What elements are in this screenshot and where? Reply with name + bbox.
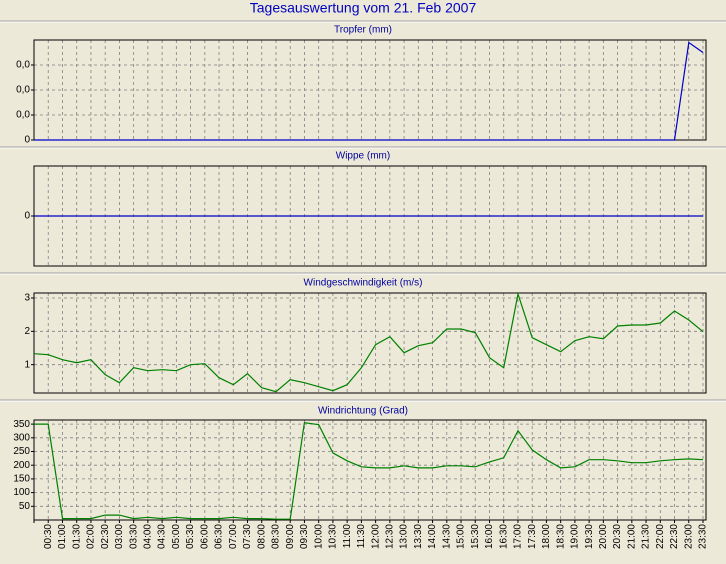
x-tick-label: 01:30 — [71, 524, 82, 549]
x-tick-label: 16:30 — [498, 524, 509, 549]
y-tick-label: 3 — [24, 293, 30, 304]
data-line — [34, 422, 704, 520]
x-tick-label: 23:00 — [683, 524, 694, 549]
x-tick-label: 19:30 — [584, 524, 595, 549]
x-tick-label: 21:30 — [641, 524, 652, 549]
x-tick-label: 20:30 — [612, 524, 623, 549]
x-tick-label: 02:30 — [100, 524, 111, 549]
panel-title: Windrichtung (Grad) — [318, 406, 408, 417]
x-tick-label: 07:30 — [242, 524, 253, 549]
x-tick-label: 12:30 — [384, 524, 395, 549]
y-tick-label: 350 — [13, 419, 30, 430]
y-tick-label: 200 — [13, 460, 30, 471]
y-tick-label: 100 — [13, 487, 30, 498]
plot-frame — [33, 419, 707, 521]
x-tick-label: 23:30 — [698, 524, 709, 549]
x-tick-label: 19:00 — [570, 524, 581, 549]
panel-title: Tropfer (mm) — [334, 25, 392, 36]
x-tick-label: 13:00 — [399, 524, 410, 549]
x-tick-label: 22:00 — [655, 524, 666, 549]
x-tick-label: 06:30 — [214, 524, 225, 549]
data-line — [33, 291, 704, 393]
x-tick-label: 15:00 — [456, 524, 467, 549]
x-tick-label: 09:30 — [299, 524, 310, 549]
y-tick-label: 1 — [24, 359, 30, 370]
x-tick-label: 05:30 — [185, 524, 196, 549]
x-tick-label: 21:00 — [626, 524, 637, 549]
data-line — [34, 41, 704, 141]
panel-title: Windgeschwindigkeit (m/s) — [304, 278, 423, 289]
x-tick-label: 18:00 — [541, 524, 552, 549]
y-tick-label: 150 — [13, 474, 30, 485]
y-tick-label: 0,0 — [16, 60, 30, 71]
x-tick-label: 06:00 — [199, 524, 210, 549]
x-tick-label: 14:00 — [427, 524, 438, 549]
x-tick-label: 07:00 — [228, 524, 239, 549]
x-tick-label: 15:30 — [470, 524, 481, 549]
x-tick-label: 03:00 — [114, 524, 125, 549]
y-tick-label: 0 — [24, 135, 30, 146]
y-tick-label: 250 — [13, 446, 30, 457]
x-tick-label: 17:30 — [527, 524, 538, 549]
y-tick-label: 0,0 — [16, 85, 30, 96]
x-tick-label: 18:30 — [555, 524, 566, 549]
x-tick-label: 11:30 — [356, 524, 367, 549]
y-tick-label: 50 — [19, 501, 31, 512]
x-tick-label: 16:00 — [484, 524, 495, 549]
x-tick-label: 01:00 — [57, 524, 68, 549]
x-tick-label: 11:00 — [342, 524, 353, 549]
x-tick-label: 00:30 — [43, 524, 54, 549]
x-tick-label: 09:00 — [285, 524, 296, 549]
x-tick-label: 22:30 — [669, 524, 680, 549]
x-tick-label: 10:30 — [328, 524, 339, 549]
plot-frame — [33, 292, 707, 394]
y-tick-label: 0,0 — [16, 110, 30, 121]
y-tick-label: 2 — [24, 326, 30, 337]
x-tick-label: 08:30 — [271, 524, 282, 549]
y-tick-label: 0 — [24, 211, 30, 222]
x-tick-label: 20:00 — [598, 524, 609, 549]
y-tick-label: 300 — [13, 432, 30, 443]
x-tick-label: 03:30 — [128, 524, 139, 549]
x-tick-label: 13:30 — [413, 524, 424, 549]
x-tick-label: 17:00 — [513, 524, 524, 549]
x-tick-label: 05:00 — [171, 524, 182, 549]
x-tick-label: 04:30 — [157, 524, 168, 549]
x-tick-label: 04:00 — [143, 524, 154, 549]
x-tick-label: 02:00 — [86, 524, 97, 549]
x-tick-label: 08:00 — [256, 524, 267, 549]
x-tick-label: 10:00 — [313, 524, 324, 549]
x-tick-label: 14:30 — [441, 524, 452, 549]
x-tick-label: 12:00 — [370, 524, 381, 549]
panel-title: Wippe (mm) — [336, 151, 390, 162]
page-title: Tagesauswertung vom 21. Feb 2007 — [250, 0, 477, 16]
